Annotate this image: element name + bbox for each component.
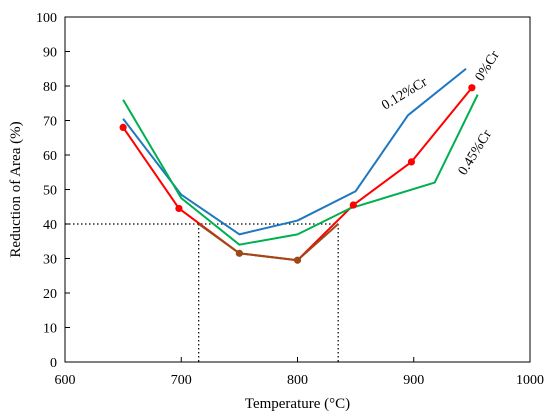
series-line — [122, 67, 467, 236]
y-tick-label: 10 — [43, 322, 57, 337]
data-point — [175, 204, 183, 213]
y-tick-label: 40 — [43, 218, 57, 233]
x-tick-label: 600 — [55, 373, 76, 388]
data-point — [349, 201, 357, 209]
series-lines — [119, 67, 479, 264]
y-tick-label: 20 — [43, 287, 57, 302]
reference-lines — [65, 223, 339, 362]
series-label: 0.12%Cr — [379, 75, 430, 114]
x-tick-label: 800 — [287, 373, 308, 388]
data-point — [119, 123, 127, 131]
y-axis-title: Reduction of Area (%) — [8, 121, 24, 257]
y-tick-label: 100 — [36, 11, 57, 26]
x-axis-title: Temperature (°C) — [245, 396, 350, 412]
highlight-segment-line — [198, 223, 339, 262]
series-label: 0%Cr — [473, 48, 503, 84]
axes: 0 10 20 30 40 50 60 70 80 90 100 600 700 800 900 1000 Te… — [8, 11, 544, 412]
y-tick-label: 90 — [43, 46, 57, 61]
series-label: 0.45%Cr — [456, 127, 495, 178]
y-tick-label: 0 — [50, 356, 57, 371]
x-tick-label: 1000 — [516, 373, 544, 388]
y-tick-label: 70 — [43, 115, 57, 130]
y-tick-label: 30 — [43, 253, 57, 268]
labels: 0.12%Cr 0%Cr 0.45%Cr — [379, 48, 503, 178]
data-point — [235, 249, 243, 257]
y-tick-label: 80 — [43, 80, 57, 95]
data-point — [407, 158, 416, 166]
data-point — [293, 256, 302, 264]
plot-frame — [64, 16, 531, 363]
x-tick-label: 900 — [403, 373, 424, 388]
x-tick-label: 700 — [171, 373, 192, 388]
data-point — [468, 84, 476, 92]
y-tick-label: 50 — [43, 184, 57, 199]
series-line — [122, 94, 479, 246]
y-tick-label: 60 — [43, 149, 57, 164]
